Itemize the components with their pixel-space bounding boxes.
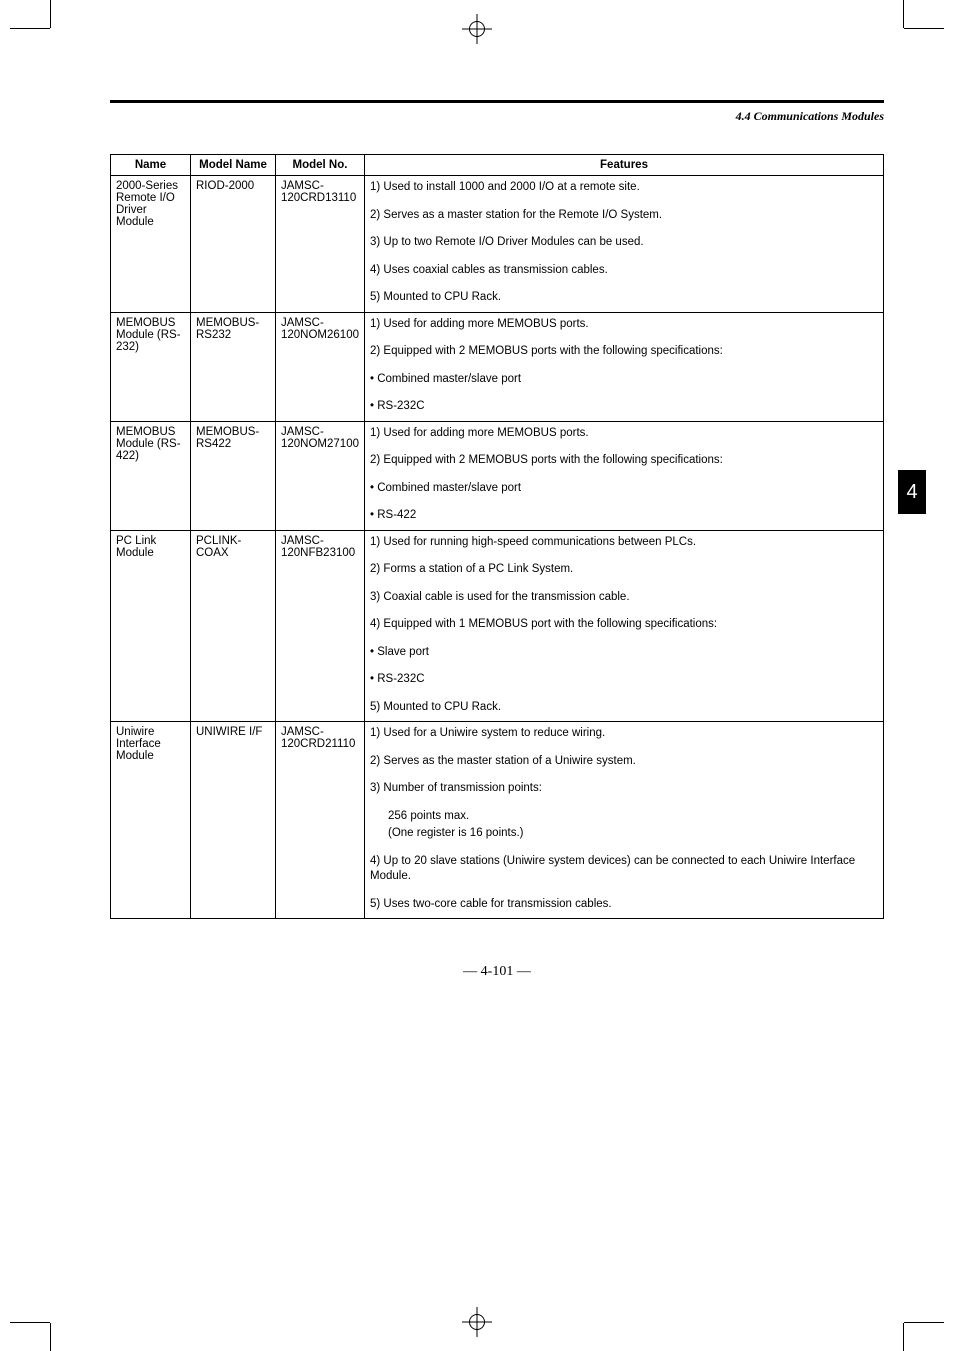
- cell-name: 2000-Series Remote I/O Driver Module: [111, 176, 191, 313]
- feature-line: 3) Up to two Remote I/O Driver Modules c…: [370, 235, 878, 251]
- cell-features: 1) Used to install 1000 and 2000 I/O at …: [365, 176, 884, 313]
- feature-line: 2) Equipped with 2 MEMOBUS ports with th…: [370, 344, 878, 360]
- cell-name: MEMOBUS Module (RS-232): [111, 312, 191, 421]
- cell-model-name: MEMOBUS-RS422: [191, 421, 276, 530]
- feature-line: 256 points max.: [370, 809, 878, 825]
- feature-line: 5) Mounted to CPU Rack.: [370, 700, 878, 716]
- cell-name: MEMOBUS Module (RS-422): [111, 421, 191, 530]
- feature-line: 1) Used to install 1000 and 2000 I/O at …: [370, 180, 878, 196]
- feature-line: 1) Used for adding more MEMOBUS ports.: [370, 426, 878, 442]
- cell-name: PC Link Module: [111, 530, 191, 722]
- feature-line: 3) Coaxial cable is used for the transmi…: [370, 590, 878, 606]
- table-row: MEMOBUS Module (RS-232)MEMOBUS-RS232JAMS…: [111, 312, 884, 421]
- cell-model-name: MEMOBUS-RS232: [191, 312, 276, 421]
- cell-model-no: JAMSC-120CRD21110: [276, 722, 365, 919]
- table-row: Uniwire Interface ModuleUNIWIRE I/FJAMSC…: [111, 722, 884, 919]
- feature-line: 5) Mounted to CPU Rack.: [370, 290, 878, 306]
- crop-mark: [10, 1322, 50, 1323]
- col-header-name: Name: [111, 155, 191, 176]
- feature-line: 1) Used for adding more MEMOBUS ports.: [370, 317, 878, 333]
- crop-mark: [10, 28, 50, 29]
- feature-line: • RS-232C: [370, 399, 878, 415]
- col-header-model-no: Model No.: [276, 155, 365, 176]
- modules-table: Name Model Name Model No. Features 2000-…: [110, 154, 884, 919]
- crop-mark: [50, 1323, 51, 1351]
- cell-model-no: JAMSC-120NFB23100: [276, 530, 365, 722]
- feature-line: 4) Equipped with 1 MEMOBUS port with the…: [370, 617, 878, 633]
- cell-model-no: JAMSC-120NOM26100: [276, 312, 365, 421]
- feature-line: 5) Uses two-core cable for transmission …: [370, 897, 878, 913]
- chapter-tab: 4: [898, 470, 926, 514]
- feature-line: • RS-422: [370, 508, 878, 524]
- feature-line: 1) Used for running high-speed communica…: [370, 535, 878, 551]
- cell-model-no: JAMSC-120CRD13110: [276, 176, 365, 313]
- cell-model-name: RIOD-2000: [191, 176, 276, 313]
- cell-features: 1) Used for adding more MEMOBUS ports. 2)…: [365, 312, 884, 421]
- feature-line: 4) Up to 20 slave stations (Uniwire syst…: [370, 854, 878, 885]
- feature-line: (One register is 16 points.): [370, 826, 878, 842]
- section-header: 4.4 Communications Modules: [110, 109, 884, 124]
- cell-name: Uniwire Interface Module: [111, 722, 191, 919]
- feature-line: 2) Equipped with 2 MEMOBUS ports with th…: [370, 453, 878, 469]
- col-header-model-name: Model Name: [191, 155, 276, 176]
- col-header-features: Features: [365, 155, 884, 176]
- header-rule: [110, 100, 884, 103]
- cell-model-no: JAMSC-120NOM27100: [276, 421, 365, 530]
- feature-line: 2) Forms a station of a PC Link System.: [370, 562, 878, 578]
- table-header-row: Name Model Name Model No. Features: [111, 155, 884, 176]
- feature-line: • Combined master/slave port: [370, 481, 878, 497]
- feature-line: 2) Serves as a master station for the Re…: [370, 208, 878, 224]
- crop-mark: [50, 0, 51, 28]
- feature-line: 3) Number of transmission points:: [370, 781, 878, 797]
- cell-features: 1) Used for adding more MEMOBUS ports. 2)…: [365, 421, 884, 530]
- feature-line: 2) Serves as the master station of a Uni…: [370, 754, 878, 770]
- cell-model-name: PCLINK-COAX: [191, 530, 276, 722]
- cell-features: 1) Used for a Uniwire system to reduce w…: [365, 722, 884, 919]
- cell-features: 1) Used for running high-speed communica…: [365, 530, 884, 722]
- registration-mark: [466, 18, 488, 40]
- crop-mark: [904, 28, 944, 29]
- feature-line: 4) Uses coaxial cables as transmission c…: [370, 263, 878, 279]
- feature-line: • Slave port: [370, 645, 878, 661]
- page-number: — 4-101 —: [110, 964, 884, 980]
- registration-mark: [466, 1311, 488, 1333]
- crop-mark: [904, 1322, 944, 1323]
- cell-model-name: UNIWIRE I/F: [191, 722, 276, 919]
- crop-mark: [903, 0, 904, 28]
- feature-line: 1) Used for a Uniwire system to reduce w…: [370, 726, 878, 742]
- table-row: 2000-Series Remote I/O Driver ModuleRIOD…: [111, 176, 884, 313]
- feature-line: • RS-232C: [370, 672, 878, 688]
- feature-line: • Combined master/slave port: [370, 372, 878, 388]
- crop-mark: [903, 1323, 904, 1351]
- table-row: PC Link ModulePCLINK-COAXJAMSC-120NFB231…: [111, 530, 884, 722]
- table-row: MEMOBUS Module (RS-422)MEMOBUS-RS422JAMS…: [111, 421, 884, 530]
